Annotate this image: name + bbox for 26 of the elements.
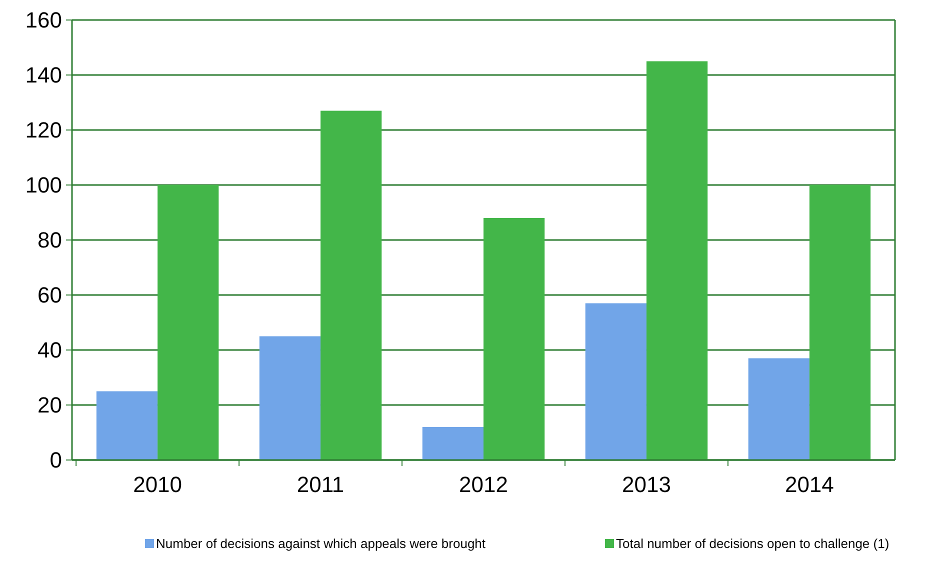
y-tick-label: 40	[38, 338, 62, 363]
bar	[158, 185, 219, 460]
bar	[748, 358, 810, 460]
bar	[646, 61, 708, 460]
legend-label: Number of decisions against which appeals were brought	[156, 536, 486, 551]
bar	[809, 185, 871, 460]
y-tick-label: 120	[25, 118, 62, 143]
bar	[484, 218, 545, 460]
y-tick-label: 20	[38, 392, 62, 418]
bar	[320, 110, 382, 460]
x-tick-label: 2012	[459, 472, 508, 497]
y-tick-label: 100	[25, 172, 62, 198]
bar	[96, 391, 158, 460]
x-tick-label: 2011	[296, 472, 344, 497]
y-tick-label: 0	[50, 448, 62, 473]
x-tick-label: 2010	[133, 472, 182, 497]
y-tick-label: 60	[38, 282, 62, 308]
legend-label: Total number of decisions open to challenge (1)	[616, 536, 890, 551]
y-tick-label: 80	[38, 228, 62, 253]
x-tick-label: 2014	[784, 472, 834, 497]
y-tick-label: 140	[25, 62, 62, 88]
x-tick-label: 2013	[622, 472, 671, 497]
y-tick-label: 160	[25, 8, 62, 33]
bar	[422, 427, 484, 460]
bar	[585, 303, 646, 460]
bar	[259, 336, 321, 460]
